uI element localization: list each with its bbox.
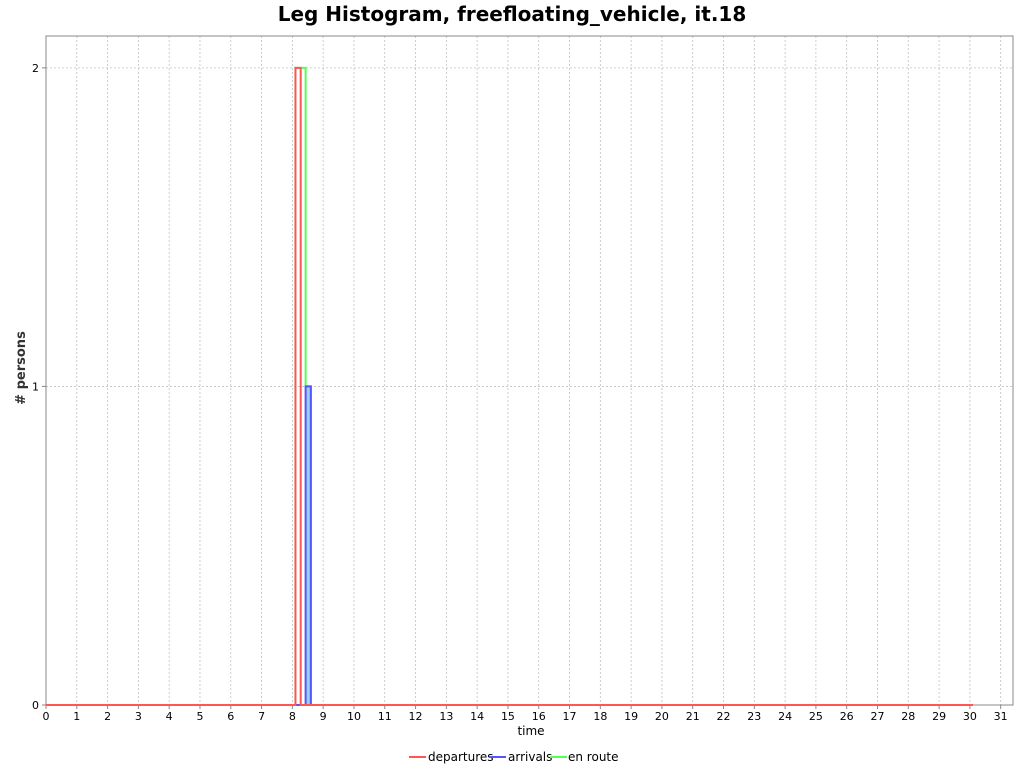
x-tick-label: 28	[901, 710, 915, 723]
x-tick-label: 21	[686, 710, 700, 723]
y-tick-label: 2	[32, 62, 39, 75]
x-tick-label: 0	[43, 710, 50, 723]
x-tick-label: 27	[870, 710, 884, 723]
x-tick-label: 1	[73, 710, 80, 723]
x-tick-label: 14	[470, 710, 484, 723]
x-tick-label: 19	[624, 710, 638, 723]
x-tick-label: 9	[320, 710, 327, 723]
x-tick-label: 20	[655, 710, 669, 723]
x-tick-label: 29	[932, 710, 946, 723]
x-tick-label: 18	[593, 710, 607, 723]
legend-item-en-route: en route	[550, 750, 619, 764]
x-tick-label: 24	[778, 710, 792, 723]
x-tick-label: 5	[196, 710, 203, 723]
x-tick-label: 22	[717, 710, 731, 723]
x-tick-label: 3	[135, 710, 142, 723]
x-tick-label: 8	[289, 710, 296, 723]
x-tick-label: 25	[809, 710, 823, 723]
x-tick-label: 11	[378, 710, 392, 723]
x-tick-label: 15	[501, 710, 515, 723]
x-tick-label: 7	[258, 710, 265, 723]
x-tick-label: 26	[840, 710, 854, 723]
y-tick-label: 0	[32, 699, 39, 712]
x-tick-label: 31	[994, 710, 1008, 723]
y-axis-label: # persons	[14, 331, 29, 405]
legend-label: en route	[568, 750, 619, 764]
legend-label: departures	[428, 750, 494, 764]
x-axis-label: time	[517, 724, 544, 738]
x-tick-label: 10	[347, 710, 361, 723]
x-tick-label: 6	[227, 710, 234, 723]
y-tick-label: 1	[32, 380, 39, 393]
plot-area: 0 1 2 3 4 5 6 7 8 9 10 11 12 13 14 15 16 17 18 19 20 21 22 23 24…	[32, 35, 1014, 723]
series-line-departures	[46, 66, 973, 706]
legend: departures arrivals en route	[409, 750, 619, 764]
x-tick-label: 13	[439, 710, 453, 723]
plot-background	[46, 36, 1013, 705]
legend-label: arrivals	[508, 750, 552, 764]
x-tick-label: 12	[409, 710, 423, 723]
x-tick-label: 16	[532, 710, 546, 723]
x-tick-label: 4	[166, 710, 173, 723]
x-tick-label: 30	[963, 710, 977, 723]
x-tick-label: 23	[747, 710, 761, 723]
x-tick-label: 17	[563, 710, 577, 723]
legend-item-departures: departures	[409, 750, 494, 764]
chart-title: Leg Histogram, freefloating_vehicle, it.…	[278, 2, 747, 26]
legend-item-arrivals: arrivals	[489, 750, 552, 764]
x-tick-label: 2	[104, 710, 111, 723]
